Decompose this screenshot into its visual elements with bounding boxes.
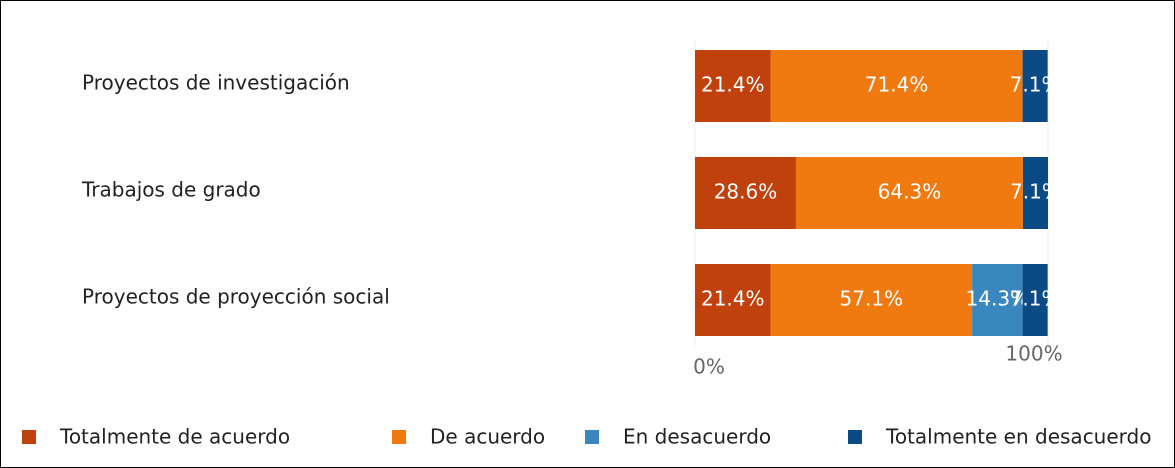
legend-label: Totalmente de acuerdo xyxy=(59,425,290,449)
bar-segment xyxy=(695,264,771,336)
value-label: 71.4% xyxy=(865,73,929,97)
bar-segment xyxy=(770,264,973,336)
category-label: Proyectos de proyección social xyxy=(82,285,390,309)
bar-segment xyxy=(972,264,1023,336)
bar-segment xyxy=(795,157,1023,229)
value-label: 7.1% xyxy=(1010,73,1061,97)
legend-swatch xyxy=(848,430,862,444)
category-label: Proyectos de investigación xyxy=(82,71,350,95)
legend-label: En desacuerdo xyxy=(623,425,771,449)
legend-swatch xyxy=(22,430,36,444)
value-label: 21.4% xyxy=(701,73,765,97)
bar-segment xyxy=(695,157,796,229)
legend-label: Totalmente en desacuerdo xyxy=(885,425,1151,449)
bar-segment xyxy=(1022,50,1048,122)
legend-label: De acuerdo xyxy=(430,425,545,449)
value-label: 14.3% xyxy=(966,287,1030,311)
value-label: 7.1% xyxy=(1010,180,1061,204)
value-label: 57.1% xyxy=(840,287,904,311)
value-label: 21.4% xyxy=(701,287,765,311)
bar-segment xyxy=(1022,264,1048,336)
value-label: 64.3% xyxy=(878,180,942,204)
category-label: Trabajos de grado xyxy=(81,178,261,202)
x-tick-label: 100% xyxy=(1005,342,1062,366)
value-label: 28.6% xyxy=(714,180,778,204)
x-tick-label: 0% xyxy=(693,355,725,379)
legend-swatch xyxy=(585,430,599,444)
bar-segment xyxy=(695,50,771,122)
bar-segment xyxy=(770,50,1023,122)
bar-segment xyxy=(1022,157,1048,229)
legend-swatch xyxy=(392,430,406,444)
value-label: 7.1% xyxy=(1010,287,1061,311)
